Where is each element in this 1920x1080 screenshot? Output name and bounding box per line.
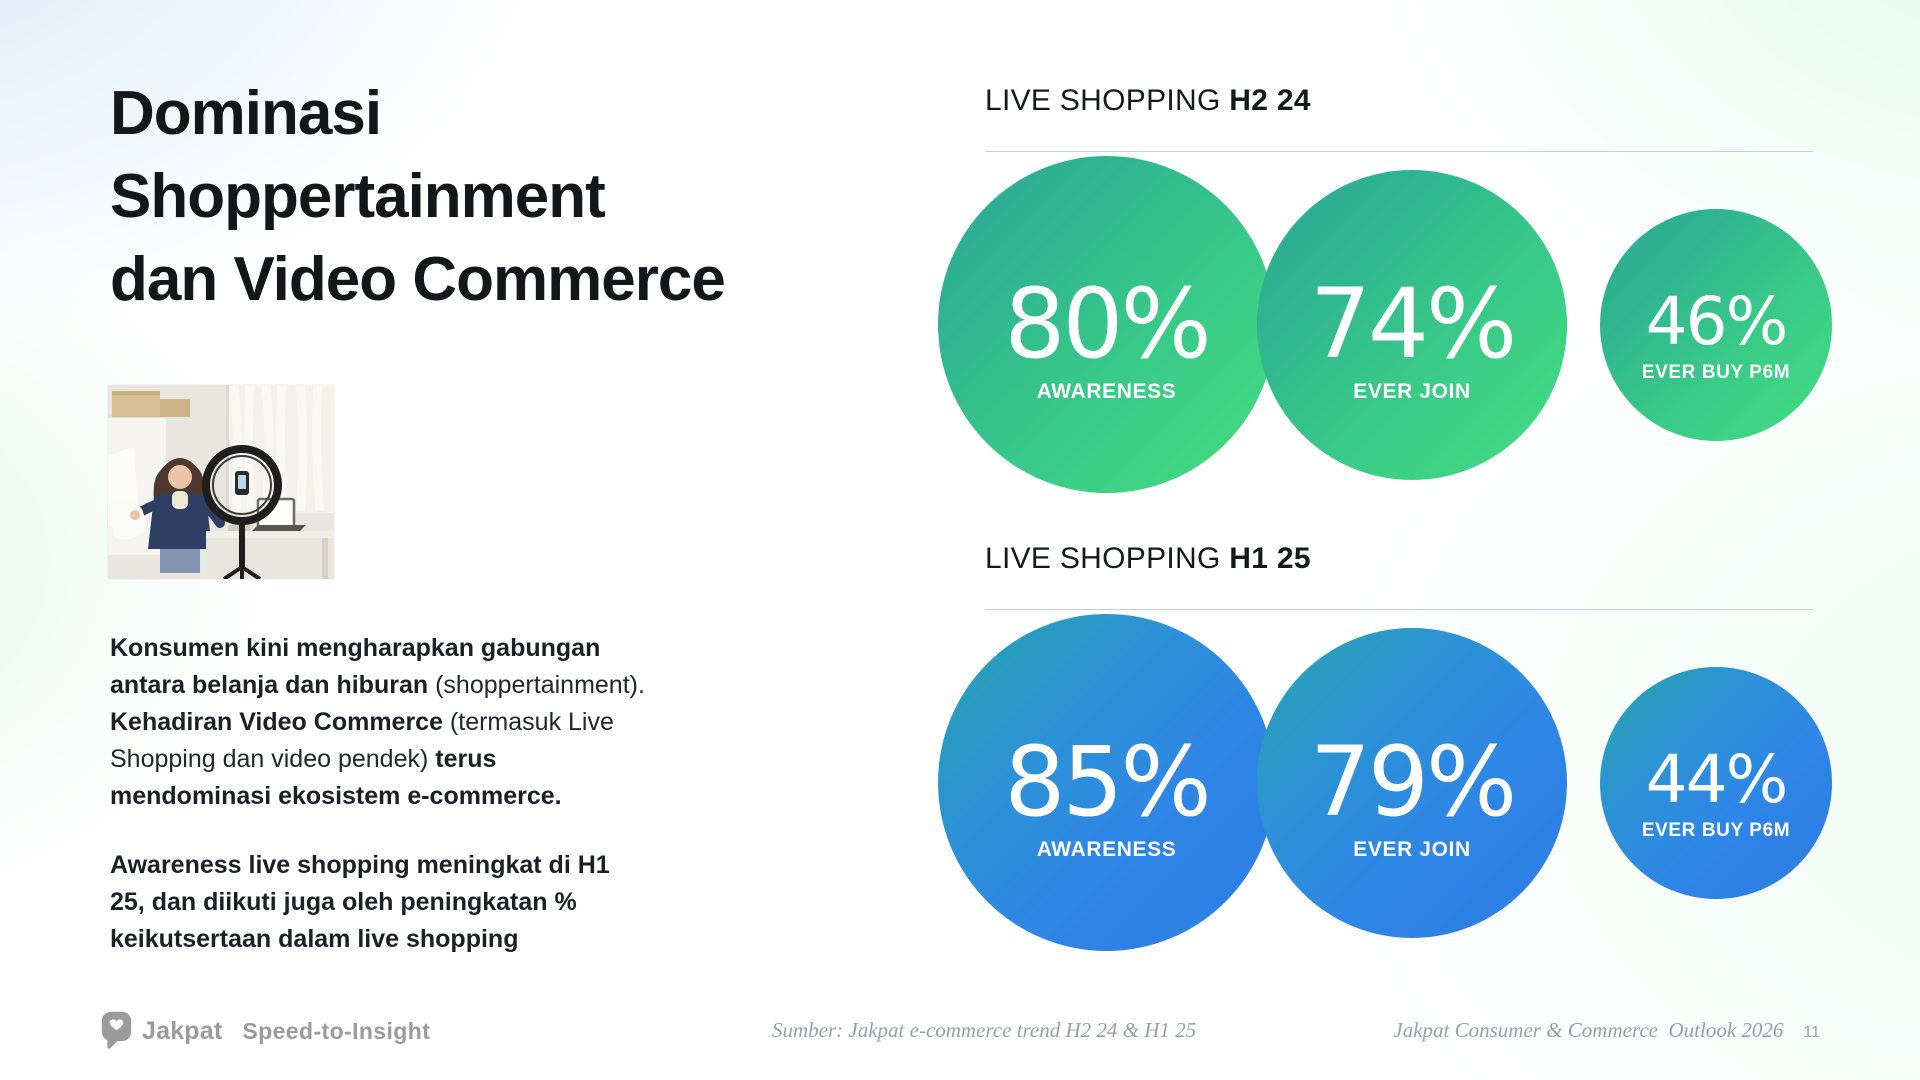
section-divider: [985, 151, 1813, 152]
stat-value: 46%: [1645, 283, 1789, 360]
stats-row-h1-25: 85% AWARENESS 79% EVER JOIN 44% EVER BUY…: [938, 614, 1832, 951]
insight-paragraph: Awareness live shopping meningkat di H1 …: [110, 851, 610, 953]
stat-value: 80%: [1004, 267, 1211, 380]
jakpat-logo-icon: [101, 1011, 132, 1049]
source-note: Sumber: Jakpat e-commerce trend H2 24 & …: [772, 1018, 1197, 1042]
brand-tagline: Speed-to-Insight: [242, 1017, 431, 1044]
stat-value: 79%: [1309, 725, 1517, 838]
stats-row-h2-24: 80% AWARENESS 74% EVER JOIN 46% EVER BUY…: [938, 156, 1832, 493]
intro-bold-1: Konsumen kini mengharapkan gabungan anta…: [110, 634, 601, 699]
section-heading-period: H2 24: [1229, 84, 1311, 117]
host-person: [110, 458, 225, 573]
stat-value: 74%: [1309, 267, 1517, 380]
section-divider: [985, 609, 1813, 610]
stat-circle-ever-join: 79% EVER JOIN: [1257, 627, 1567, 938]
ring-light: [202, 445, 282, 579]
cardboard-boxes: [112, 391, 190, 417]
stat-label: EVER JOIN: [1353, 379, 1471, 403]
stat-circle-awareness: 80% AWARENESS: [938, 156, 1275, 493]
section-heading-h1-25: LIVE SHOPPING H1 25: [985, 542, 1311, 576]
stat-value: 44%: [1645, 741, 1789, 818]
intro-regular-2: (termasuk Live Shopping dan video pendek…: [110, 708, 614, 773]
intro-bold-3: terus mendominasi ekosistem e-commerce.: [110, 745, 562, 810]
footer-report: Jakpat Consumer & Commerce Outlook 2026 …: [1393, 1018, 1820, 1043]
section-heading-h2-24: LIVE SHOPPING H2 24: [985, 84, 1311, 118]
stat-circle-ever-join: 74% EVER JOIN: [1257, 169, 1567, 480]
live-shopping-photo: [108, 385, 334, 579]
stat-label: AWARENESS: [1036, 379, 1177, 403]
intro-paragraph: Konsumen kini mengharapkan gabungan anta…: [110, 630, 655, 815]
stat-circle-ever-buy-p6m: 46% EVER BUY P6M: [1600, 208, 1832, 441]
stat-label: AWARENESS: [1036, 837, 1177, 861]
page-number: 11: [1803, 1024, 1820, 1041]
desk: [206, 531, 334, 579]
live-shopping-photo-illustration: [108, 385, 334, 579]
stat-value: 85%: [1004, 725, 1211, 838]
stat-circle-awareness: 85% AWARENESS: [938, 614, 1275, 951]
stat-label: EVER BUY P6M: [1641, 820, 1791, 841]
brand-name: Jakpat: [142, 1016, 223, 1045]
title-line: dan Video Commerce: [110, 245, 726, 314]
section-heading-prefix: LIVE SHOPPING: [985, 84, 1221, 117]
stat-label: EVER BUY P6M: [1641, 362, 1791, 383]
page-title: Dominasi Shoppertainment dan Video Comme…: [110, 72, 726, 321]
stat-label: EVER JOIN: [1353, 837, 1471, 861]
intro-regular-1: (shoppertainment).: [428, 671, 645, 699]
stat-circle-ever-buy-p6m: 44% EVER BUY P6M: [1600, 666, 1832, 899]
report-title: Jakpat Consumer & Commerce Outlook 2026: [1393, 1018, 1784, 1042]
section-heading-period: H1 25: [1229, 542, 1311, 575]
intro-bold-2: Kehadiran Video Commerce: [110, 708, 443, 736]
title-line: Dominasi: [110, 79, 382, 148]
footer-brand: Jakpat Speed-to-Insight: [100, 1008, 430, 1054]
title-line: Shoppertainment: [110, 162, 606, 231]
section-heading-prefix: LIVE SHOPPING: [985, 542, 1221, 575]
